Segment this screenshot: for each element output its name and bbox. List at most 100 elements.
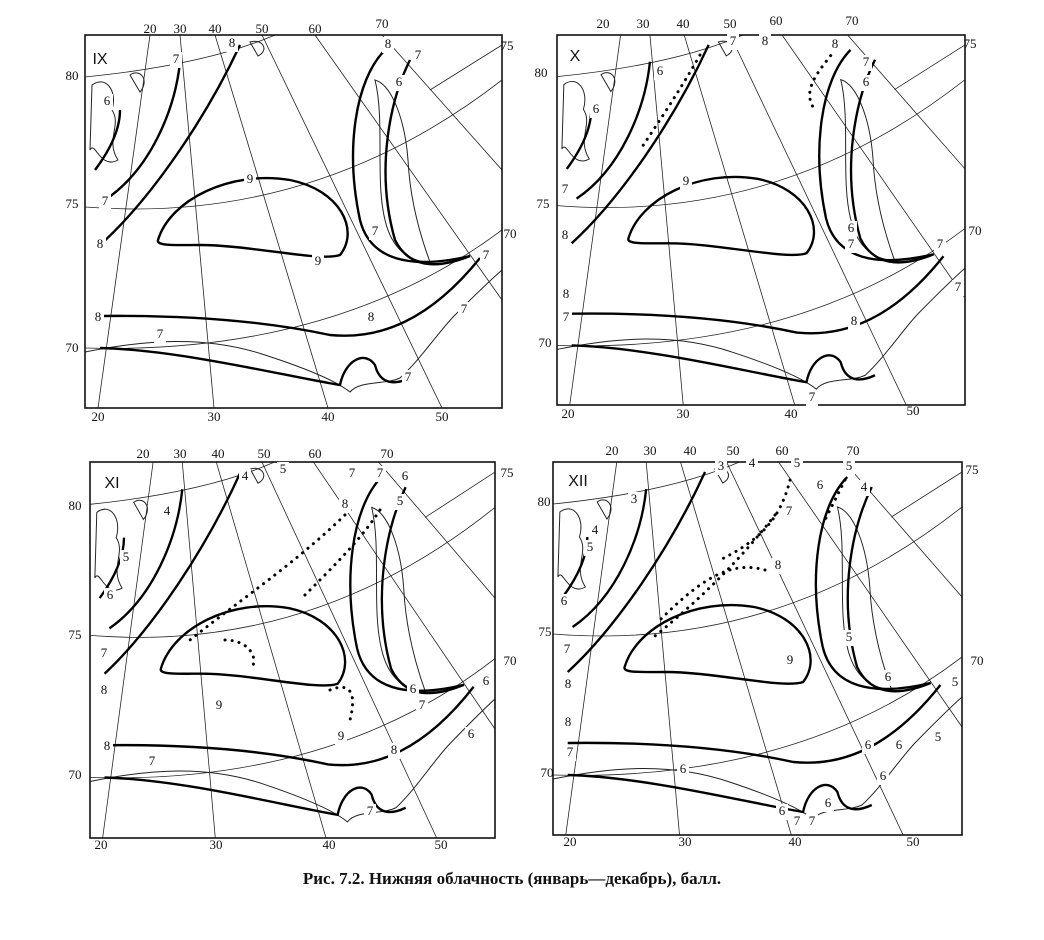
isoline-label-bg [382,37,394,53]
isoline [99,346,411,387]
isoline [94,109,122,171]
longitude-label: 20 [562,406,575,421]
longitude-label: 60 [776,443,789,458]
isoline-label: 6 [396,74,403,89]
isoline-label-bg [374,466,386,482]
isoline-label-bg [365,310,377,326]
isoline-label-bg [822,796,834,812]
isoline-dotted [223,638,256,672]
isoline-label-bg [590,102,602,118]
latitude-label: 70 [539,335,552,350]
isoline-label: 9 [216,697,223,712]
isoline [104,61,182,201]
isoline-label: 7 [419,697,426,712]
isoline-label-bg [727,34,739,50]
longitude-label: 40 [323,837,336,852]
isoline-label: 7 [564,641,571,656]
isoline-label: 8 [562,227,569,242]
isoline-label: 7 [955,279,962,294]
graticule [680,462,792,835]
isoline [570,44,710,245]
isoline-label-bg [402,370,414,386]
isoline-label: 6 [825,795,832,810]
isoline-label: 8 [832,36,839,51]
isoline-label: 6 [402,468,409,483]
isoline-label-bg [677,762,689,778]
isoline-label: 8 [563,286,570,301]
isoline-label: 7 [809,389,816,404]
isoline-label: 6 [817,477,824,492]
graticule [261,35,443,408]
map-content [85,35,502,408]
latitude-label: 70 [541,765,554,780]
isoline-label: 5 [846,458,853,473]
isoline [846,486,932,693]
isoline [623,603,812,685]
longitude-label: 50 [435,837,448,852]
isoline-label-bg [399,469,411,485]
latitude-label: 80 [535,65,548,80]
isoline-label-bg [560,287,572,303]
isoline-label: 9 [683,173,690,188]
isoline-label: 5 [935,729,942,744]
isoline-label-bg [412,48,424,64]
isoline-label-bg [845,221,857,237]
isoline-label-bg [862,738,874,754]
isoline-label: 7 [372,223,379,238]
edge-label: 75 [966,462,979,477]
isoline-label-bg [407,682,419,698]
isoline-label: 8 [851,313,858,328]
isoline-label-bg [277,462,289,478]
isoline-label: 3 [718,458,725,473]
isoline-label: 7 [149,753,156,768]
graticule [381,35,502,171]
isoline-label-bg [120,550,132,566]
isoline-label-bg [104,588,116,604]
isoline-label: 7 [794,813,801,828]
isoline-label: 4 [242,468,249,483]
isoline-label-bg [364,804,376,820]
longitude-label: 20 [606,443,619,458]
isoline-label-bg [858,480,870,496]
panel-title: XII [568,473,588,490]
isoline-label: 6 [561,593,568,608]
latitude-label: 70 [69,767,82,782]
coastline [596,499,612,520]
isoline [99,257,481,337]
longitude-label: 40 [684,443,697,458]
longitude-label: 40 [322,409,335,424]
longitude-label: 50 [256,21,269,36]
isoline-label-bg [952,280,964,296]
isoline-label: 7 [563,309,570,324]
isoline-label: 7 [730,33,737,48]
isoline-label-bg [92,310,104,326]
isoline-label-bg [564,745,576,761]
isoline-label-bg [161,504,173,520]
isoline-label: 6 [468,726,475,741]
isoline-dotted [188,508,352,642]
isoline-label-bg [213,698,225,714]
isoline [567,684,942,764]
longitude-label: 30 [644,443,657,458]
isoline-label-bg [101,94,113,110]
isoline-label-bg [949,675,961,691]
isoline [99,44,242,246]
caption: Рис. 7.2. Нижняя облачность (январь—дека… [303,869,721,888]
isoline-label-bg [154,327,166,343]
isoline-label: 8 [565,676,572,691]
isoline-label: 4 [592,522,599,537]
isoline-label: 7 [562,181,569,196]
longitude-label: 30 [677,406,690,421]
latitude-label: 80 [66,68,79,83]
isoline-label: 8 [385,36,392,51]
graticule [649,35,684,405]
isoline-label: 6 [107,587,114,602]
isoline-label: 7 [863,54,870,69]
latitude-label: 70 [66,340,79,355]
isoline-label-bg [458,302,470,318]
isoline-label: 6 [104,93,111,108]
isoline-label-bg [806,390,818,406]
isoline-label: 8 [775,557,782,572]
coastline [129,72,145,93]
